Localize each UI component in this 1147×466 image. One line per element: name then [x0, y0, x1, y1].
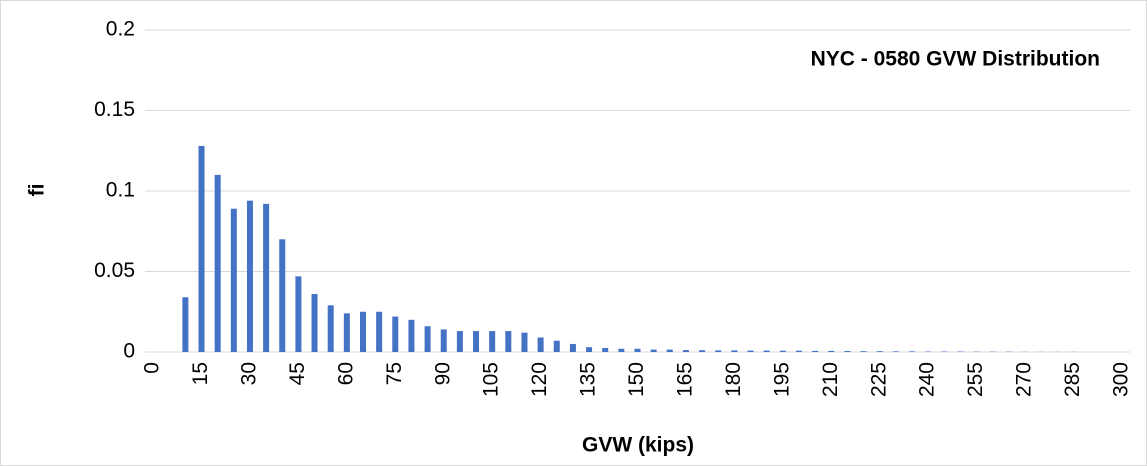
- x-axis-label: GVW (kips): [582, 434, 694, 457]
- bar: [489, 331, 496, 352]
- x-tick-label: 165: [673, 362, 696, 397]
- x-tick-label: 75: [383, 362, 406, 385]
- bar: [473, 331, 480, 352]
- bar: [876, 351, 883, 352]
- bar: [182, 297, 189, 352]
- bar: [569, 343, 576, 352]
- y-tick-label: 0.15: [94, 98, 135, 121]
- x-tick-label: 30: [238, 362, 261, 385]
- bar: [214, 174, 221, 352]
- y-tick-label: 0.1: [106, 179, 135, 202]
- bar: [699, 350, 706, 352]
- bar: [602, 347, 609, 352]
- bar: [246, 200, 253, 352]
- x-tick-label: 285: [1061, 362, 1084, 397]
- y-tick-label: 0.05: [94, 259, 135, 282]
- bar: [715, 350, 722, 352]
- x-tick-label: 195: [770, 362, 793, 397]
- bar: [359, 311, 366, 352]
- bar: [892, 351, 899, 352]
- bar: [634, 348, 641, 352]
- x-tick-label: 90: [431, 362, 454, 385]
- x-tick-label: 150: [625, 362, 648, 397]
- bar: [198, 145, 205, 352]
- bar: [424, 326, 431, 352]
- bar: [295, 276, 302, 352]
- x-tick-label: 255: [964, 362, 987, 397]
- bar: [456, 331, 463, 352]
- bar: [812, 350, 819, 352]
- bar: [553, 340, 560, 352]
- x-tick-label: 270: [1013, 362, 1036, 397]
- bar: [909, 351, 916, 352]
- x-tick-label: 120: [528, 362, 551, 397]
- bar: [343, 313, 350, 352]
- x-tick-label: 300: [1109, 362, 1132, 397]
- bar: [279, 239, 286, 352]
- bar: [682, 350, 689, 352]
- bar: [747, 350, 754, 352]
- x-tick-label: 135: [577, 362, 600, 397]
- bar: [408, 319, 415, 352]
- x-tick-label: 180: [722, 362, 745, 397]
- chart-title: NYC - 0580 GVW Distribution: [811, 48, 1100, 71]
- bar: [779, 350, 786, 352]
- x-tick-label: 15: [189, 362, 212, 385]
- bar: [263, 203, 270, 352]
- bar: [618, 348, 625, 352]
- bar: [586, 347, 593, 352]
- x-tick-label: 45: [286, 362, 309, 385]
- x-tick-label: 225: [867, 362, 890, 397]
- y-tick-label: 0: [123, 340, 135, 363]
- bar: [505, 331, 512, 352]
- bar: [731, 350, 738, 352]
- bar: [763, 350, 770, 352]
- bar: [311, 294, 318, 352]
- bar: [537, 337, 544, 352]
- x-tick-label: 240: [916, 362, 939, 397]
- x-tick-label: 60: [334, 362, 357, 385]
- x-tick-label: 0: [141, 362, 164, 374]
- bar: [376, 311, 383, 352]
- bar: [392, 316, 399, 352]
- bar: [860, 351, 867, 352]
- bar: [440, 329, 447, 352]
- bar: [230, 208, 237, 352]
- bar: [650, 349, 657, 352]
- bar: [828, 350, 835, 352]
- bar: [795, 350, 802, 352]
- x-tick-label: 210: [819, 362, 842, 397]
- x-tick-label: 105: [480, 362, 503, 397]
- bar: [844, 351, 851, 352]
- y-axis-label: fi: [26, 184, 49, 197]
- bar: [327, 305, 334, 352]
- bar: [521, 332, 528, 352]
- y-tick-label: 0.2: [106, 18, 135, 41]
- bar: [666, 349, 673, 352]
